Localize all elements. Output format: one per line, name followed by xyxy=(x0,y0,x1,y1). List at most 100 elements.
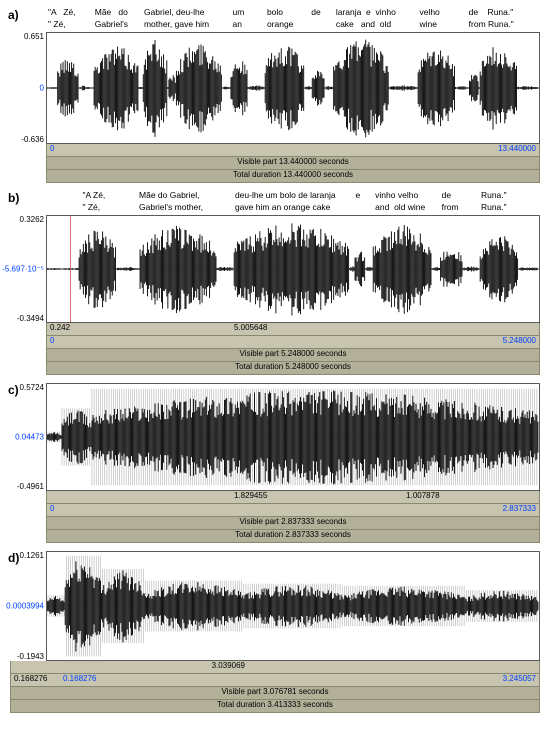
annotation-row: " Zé, Gabriel's mother, gave him an orange… xyxy=(48,203,540,214)
range-right: 5.248000 xyxy=(503,336,536,345)
y-axis: 0.3262-5.697·10⁻⁵-0.3494 xyxy=(10,215,46,323)
ruler-total: Total duration 13.440000 seconds xyxy=(46,170,540,183)
seg-mid1: 5.005648 xyxy=(234,323,267,332)
y-bot: -0.4961 xyxy=(17,482,44,491)
ruler-seg: 1.829455 1.007878 xyxy=(46,491,540,504)
annotation-word: mother, gave him xyxy=(144,20,209,30)
annotation-word: Gabriel's mother, xyxy=(139,203,203,213)
annotation-word: de xyxy=(311,8,320,18)
time-rulers: 013.440000Visible part 13.440000 seconds… xyxy=(46,144,540,183)
seg-left: 0.242 xyxy=(50,323,70,332)
ruler-range: 0 2.837333 xyxy=(46,504,540,517)
y-top: 0.5724 xyxy=(20,383,44,392)
annotation-word: "A Zé, xyxy=(82,191,105,201)
annotation-row: " Zé, Gabriel's mother, gave him an orange ca… xyxy=(48,20,540,31)
waveform-box[interactable] xyxy=(46,551,540,661)
annotation-word: Mãe do xyxy=(95,8,128,18)
panel-d: d)0.12610.0003994-0.19433.0390690.168276… xyxy=(10,551,540,713)
visible-text: Visible part 2.837333 seconds xyxy=(47,517,539,526)
range-right: 13.440000 xyxy=(498,144,536,153)
ruler-visible: Visible part 13.440000 seconds xyxy=(46,157,540,170)
ruler-total: Total duration 3.413333 seconds xyxy=(10,700,540,713)
annotation-word: gave him an orange cake xyxy=(235,203,330,213)
total-text: Total duration 13.440000 seconds xyxy=(47,170,539,179)
time-left: 0.168276 xyxy=(63,674,96,683)
annotation-word: "A Zé, xyxy=(48,8,76,18)
cursor-line xyxy=(70,216,71,322)
range-left: 0 xyxy=(50,336,54,345)
annotation-word: Gabriel, deu-lhe xyxy=(144,8,204,18)
y-axis: 0.651 0 -0.636 xyxy=(10,32,46,144)
annotation-word: de Runa." xyxy=(469,8,514,18)
seg-mid2: 1.007878 xyxy=(406,491,439,500)
time-rulers: 0.242 5.005648 0 5.248000 Visible part 5.248… xyxy=(46,323,540,375)
y-mid: 0.04473 xyxy=(15,433,44,442)
y-top: 0.3262 xyxy=(20,215,44,224)
annotation-word: vinho velho xyxy=(375,191,418,201)
y-top: 0.651 xyxy=(24,32,44,41)
ruler-total: Total duration 5.248000 seconds xyxy=(46,362,540,375)
annotation-word: de xyxy=(442,191,451,201)
seg-mid1: 3.039069 xyxy=(212,661,245,670)
ruler-time: 0.168276 0.168276 3.245057 xyxy=(10,674,540,687)
ruler-visible: Visible part 5.248000 seconds xyxy=(46,349,540,362)
annotation-word: " Zé, xyxy=(82,203,100,213)
range-right: 2.837333 xyxy=(503,504,536,513)
annotation-word: Runa." xyxy=(481,191,507,201)
annotation-word: um xyxy=(233,8,245,18)
y-mid: -5.697·10⁻⁵ xyxy=(2,265,44,274)
figure-root: a) "A Zé, Mãe do Gabriel, deu-lhe um bolo de la… xyxy=(10,8,540,713)
y-axis: 0.5724 0.04473 -0.4961 xyxy=(10,383,46,491)
annotation-word: e xyxy=(356,191,361,201)
annotation-row: "A Zé, Mãe do Gabriel, deu-lhe um bolo de lara… xyxy=(48,8,540,19)
visible-text: Visible part 13.440000 seconds xyxy=(47,157,539,166)
ruler-seg: 3.039069 xyxy=(10,661,540,674)
ruler-range: 013.440000 xyxy=(46,144,540,157)
annotation-word: Mãe do Gabriel, xyxy=(139,191,199,201)
y-bot: -0.1943 xyxy=(17,652,44,661)
y-mid: 0.0003994 xyxy=(6,602,44,611)
y-axis: 0.12610.0003994-0.1943 xyxy=(10,551,46,661)
waveform-box[interactable] xyxy=(46,383,540,491)
time-right: 3.245057 xyxy=(503,674,536,683)
ruler-visible: Visible part 2.837333 seconds xyxy=(46,517,540,530)
annotation-word: Gabriel's xyxy=(95,20,128,30)
panel-c: c)0.57240.04473-0.49611.8294551.00787802… xyxy=(10,383,540,543)
y-top: 0.1261 xyxy=(20,551,44,560)
time-rulers: 3.039069 0.168276 0.168276 3.245057 Visible … xyxy=(10,661,540,713)
annotation-word: cake and old xyxy=(336,20,391,30)
ruler-range: 0 5.248000 xyxy=(46,336,540,349)
y-mid: 0 xyxy=(40,84,44,93)
annotation-word: from Runa." xyxy=(469,20,514,30)
visible-text: Visible part 3.076781 seconds xyxy=(11,687,539,696)
annotation-row: "A Zé, Mãe do Gabriel, deu-lhe um bolo de … xyxy=(48,191,540,202)
seg-mid1: 1.829455 xyxy=(234,491,267,500)
time-rulers: 1.829455 1.007878 0 2.837333 Visible part 2.… xyxy=(46,491,540,543)
visible-text: Visible part 5.248000 seconds xyxy=(47,349,539,358)
waveform-box[interactable] xyxy=(46,32,540,144)
ruler-total: Total duration 2.837333 seconds xyxy=(46,530,540,543)
annotation-word: orange xyxy=(267,20,293,30)
total-text: Total duration 5.248000 seconds xyxy=(47,362,539,371)
annotation-word: laranja e vinho xyxy=(336,8,396,18)
annotation-word: " Zé, xyxy=(48,20,66,30)
annotation-word: velho xyxy=(419,8,439,18)
panel-b: b) "A Zé, Mãe do Gabriel, deu-lhe um bolo d… xyxy=(10,191,540,375)
range-left: 0 xyxy=(50,504,54,513)
annotation-word: bolo xyxy=(267,8,283,18)
panel-a: a) "A Zé, Mãe do Gabriel, deu-lhe um bolo de la… xyxy=(10,8,540,183)
total-text: Total duration 2.837333 seconds xyxy=(47,530,539,539)
annotation-word: deu-lhe um bolo de laranja xyxy=(235,191,336,201)
annotation-word: and old wine xyxy=(375,203,425,213)
time-leftk: 0.168276 xyxy=(14,674,47,683)
ruler-visible: Visible part 3.076781 seconds xyxy=(10,687,540,700)
panel-label: b) xyxy=(8,191,19,205)
panel-label: a) xyxy=(8,8,19,22)
annotation-word: from xyxy=(442,203,459,213)
waveform-box[interactable] xyxy=(46,215,540,323)
annotation-word: an xyxy=(233,20,242,30)
total-text: Total duration 3.413333 seconds xyxy=(11,700,539,709)
ruler-seg: 0.242 5.005648 xyxy=(46,323,540,336)
annotation-word: wine xyxy=(419,20,436,30)
y-bot: -0.636 xyxy=(21,135,44,144)
